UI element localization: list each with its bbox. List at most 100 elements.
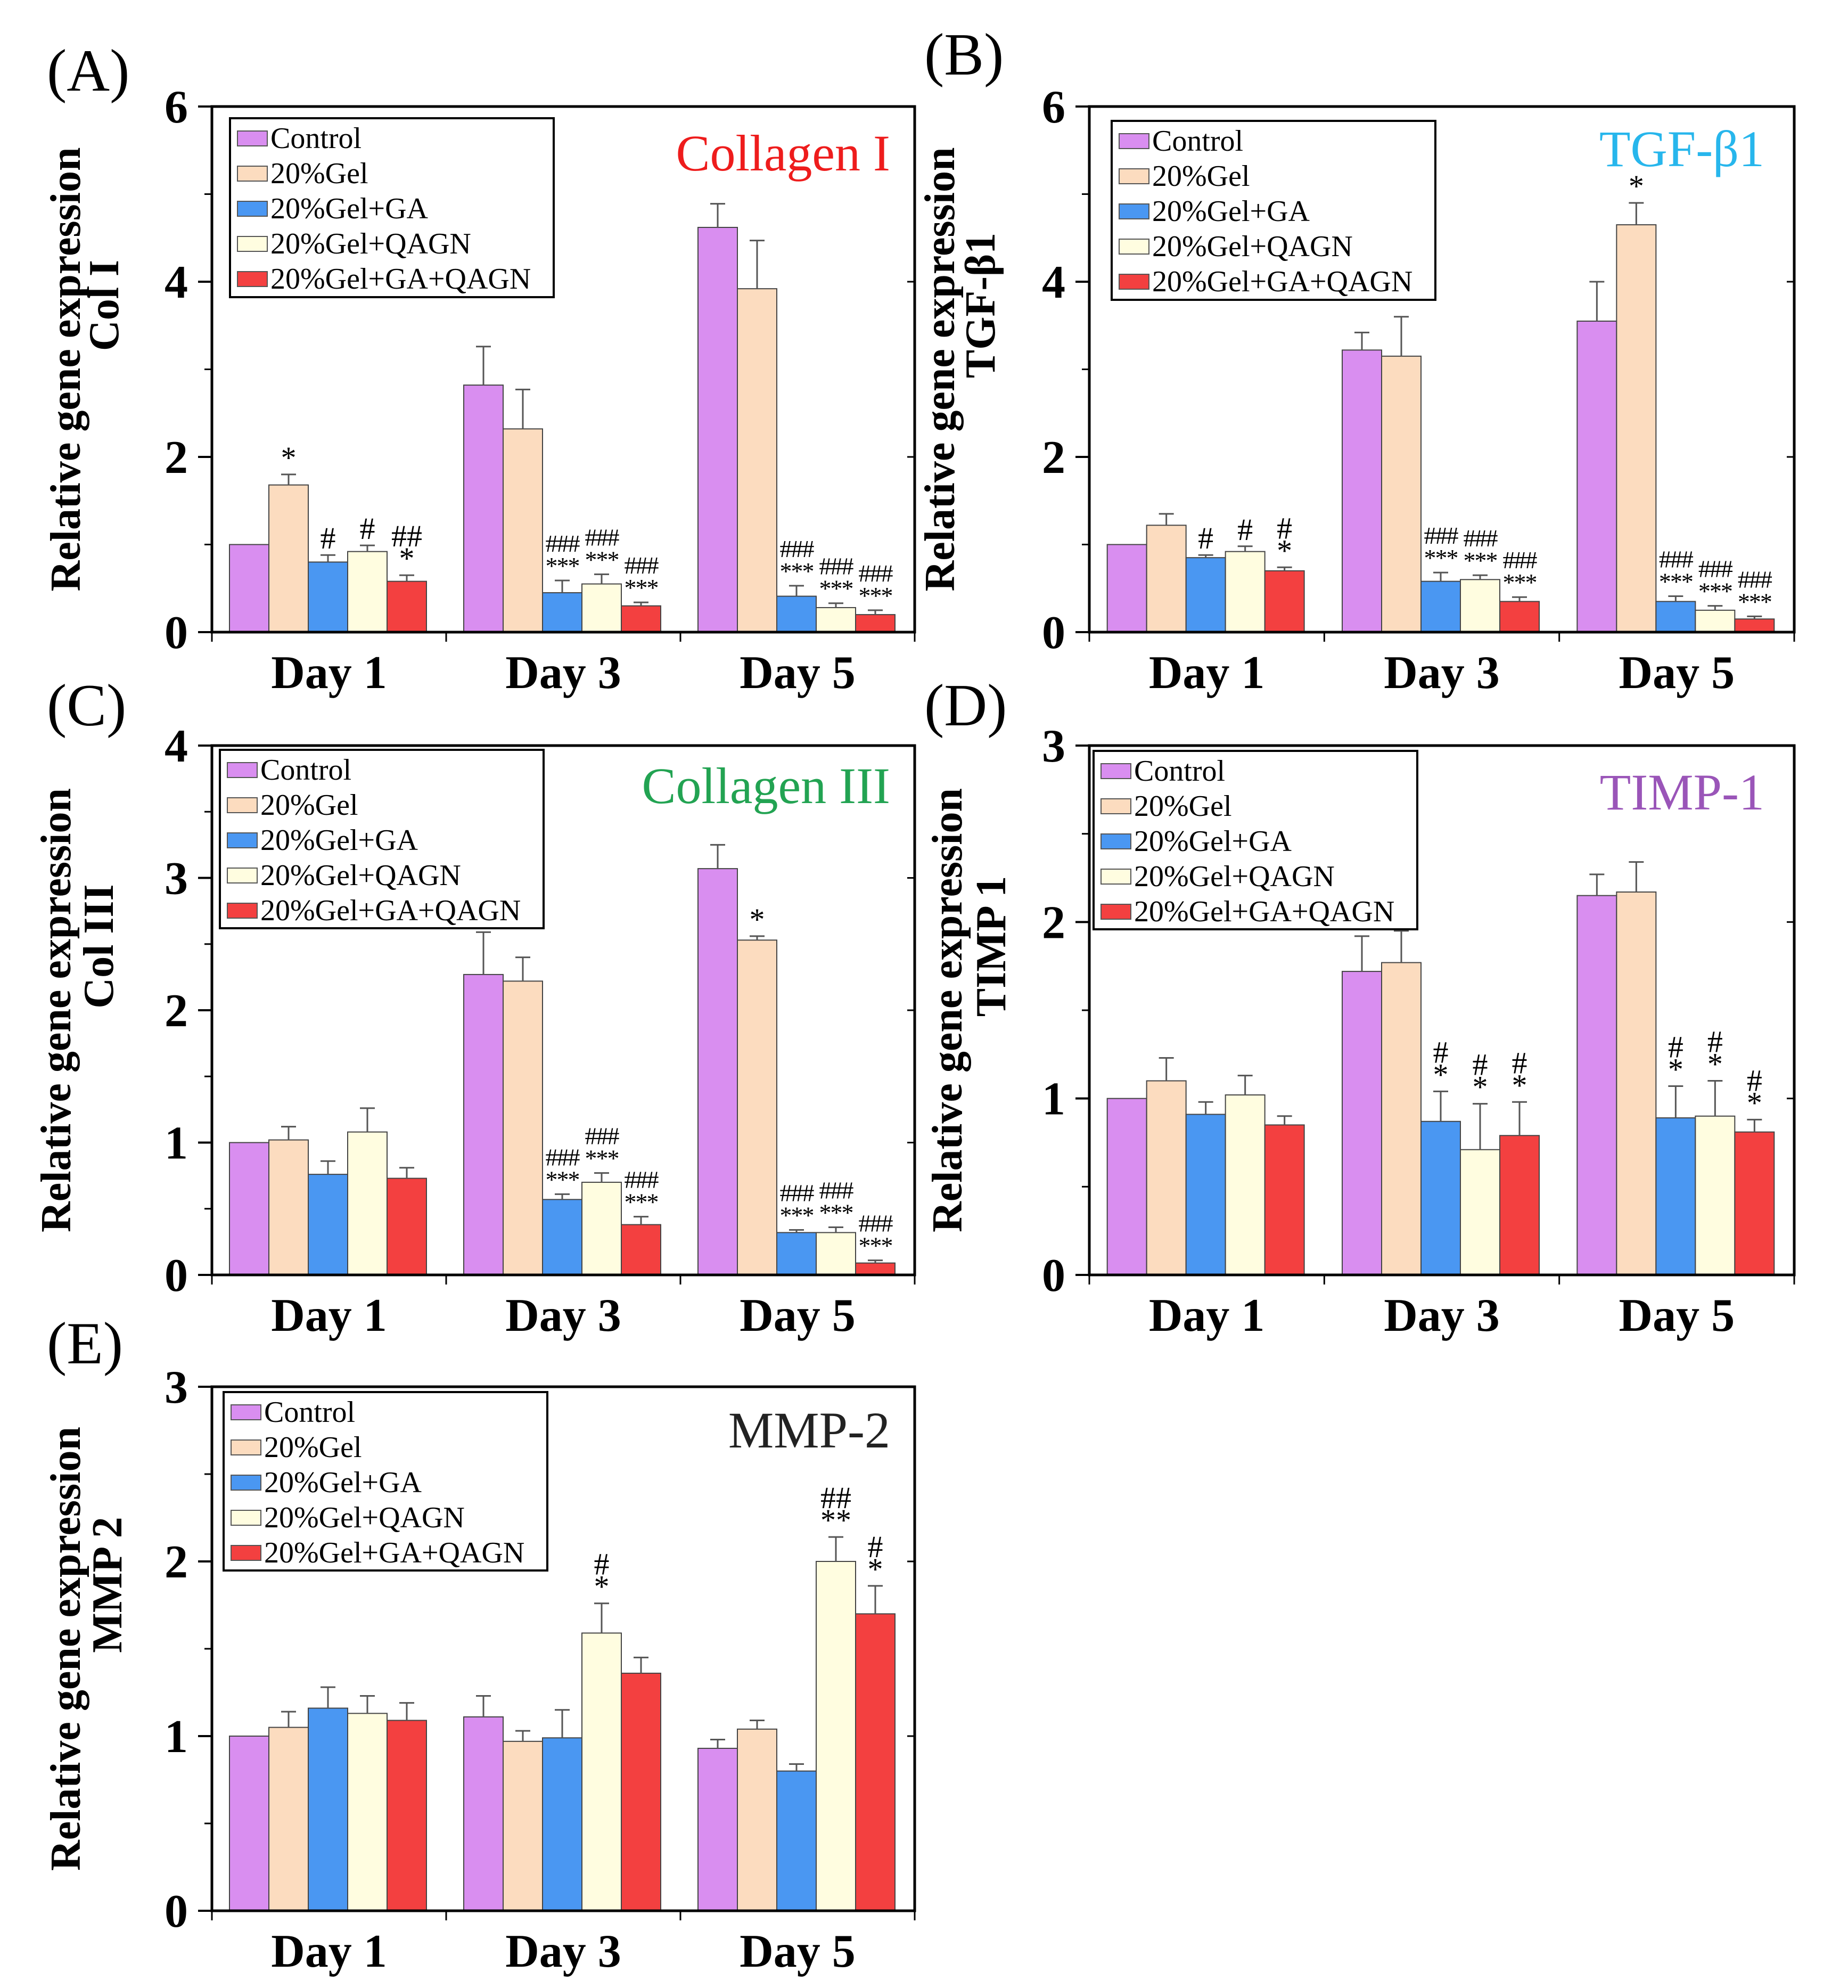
y-axis-sublabel: TGF-β1 [957,233,1004,378]
plot-frame [1088,744,1796,1277]
y-tick-label: 1 [1042,1074,1065,1125]
legend-label: 20%Gel+GA [260,824,418,857]
bar [1106,544,1147,633]
y-tick-label: 0 [165,1250,188,1302]
significance-star: *** [625,1189,658,1216]
bar [229,1736,269,1911]
significance-star: * [1277,533,1292,568]
y-tick-label: 2 [165,1536,188,1588]
significance-star: *** [585,1145,619,1172]
bar [542,592,582,633]
y-tick-label: 6 [165,81,188,133]
y-axis-sublabel: Col I [81,260,128,351]
bar [1616,224,1657,633]
legend-swatch [231,1545,261,1561]
x-tick-label: Day 3 [505,647,621,699]
significance-star: * [1629,169,1644,203]
legend-swatch [237,130,268,146]
bar [387,1177,427,1275]
significance-star: *** [1738,588,1771,615]
bar [1695,1115,1736,1276]
legend-swatch [1100,869,1131,885]
significance-hash: # [868,1529,883,1564]
significance-hash: ### [780,535,815,562]
legend-label: 20%Gel+QAGN [1152,230,1353,263]
significance-hash: # [1198,521,1213,555]
y-tick-label: 2 [1042,432,1065,484]
legend-box [1093,750,1418,930]
bar [816,1561,856,1911]
y-tick-label: 0 [1042,607,1065,659]
legend-label: 20%Gel+QAGN [270,227,471,260]
legend-swatch [1119,168,1149,184]
significance-star: *** [1698,578,1732,605]
y-tick-label: 4 [165,257,188,308]
y-tick-label: 2 [1042,897,1065,948]
legend-label: 20%Gel+GA+QAGN [270,263,531,296]
bar [503,1740,543,1912]
legend-box [1111,120,1436,301]
chart-title: TIMP-1 [1600,764,1764,821]
y-tick-label: 2 [165,985,188,1037]
significance-hash: # [1433,1035,1449,1069]
significance-star: * [399,541,415,576]
bar [1420,580,1461,633]
legend: Control20%Gel20%Gel+GA20%Gel+QAGN20%Gel+… [1093,750,1418,930]
legend: Control20%Gel20%Gel+GA20%Gel+QAGN20%Gel+… [1111,120,1436,301]
legend-label: 20%Gel+GA [270,192,429,225]
bar [855,1262,896,1276]
bar [737,288,777,633]
x-tick-label: Day 3 [1384,1290,1500,1341]
legend-swatch [1100,763,1131,779]
bar [463,384,504,633]
legend-swatch [237,271,268,287]
significance-hash: # [1473,1048,1488,1082]
panel-label: (D) [924,673,1007,739]
bar [1146,525,1187,633]
significance-star: * [1707,1047,1723,1082]
significance-hash: ### [546,1143,580,1171]
significance-hash: # [1707,1025,1723,1059]
bar [581,583,622,633]
legend-label: Control [1152,125,1243,158]
legend-swatch [227,762,258,778]
significance-star: *** [859,582,892,609]
y-axis-label: Relative gene expression [917,148,964,592]
bar [1264,1124,1305,1276]
x-tick-label: Day 1 [1149,1290,1265,1341]
legend-label: 20%Gel [1152,160,1250,193]
legend-swatch [227,868,258,883]
bar [308,1174,348,1275]
bar [1499,601,1540,633]
legend-swatch [237,166,268,182]
y-tick-label: 1 [165,1711,188,1763]
legend-label: 20%Gel+QAGN [260,859,461,892]
panel-label: (E) [47,1311,123,1377]
bar [1106,1098,1147,1276]
legend-label: 20%Gel [264,1431,362,1464]
significance-hash: ### [1698,555,1733,583]
plot-frame [1088,105,1796,634]
significance-star: *** [625,574,658,601]
significance-hash: ### [585,1123,620,1150]
plot-frame [210,1385,916,1912]
x-tick-label: Day 5 [1619,1290,1735,1341]
significance-hash: ### [1424,522,1459,549]
legend-box [223,1391,548,1572]
significance-star: *** [780,558,814,585]
significance-star: *** [859,1232,892,1259]
significance-star: *** [1503,569,1537,596]
legend-swatch [1100,904,1131,920]
x-tick-label: Day 1 [1149,647,1265,699]
legend-swatch [1100,798,1131,814]
y-tick-label: 3 [165,853,188,905]
significance-star: *** [1464,547,1497,574]
legend-label: 20%Gel+GA [1152,195,1310,228]
bar [1342,971,1382,1275]
bar [463,973,504,1275]
bar [1499,1135,1540,1275]
